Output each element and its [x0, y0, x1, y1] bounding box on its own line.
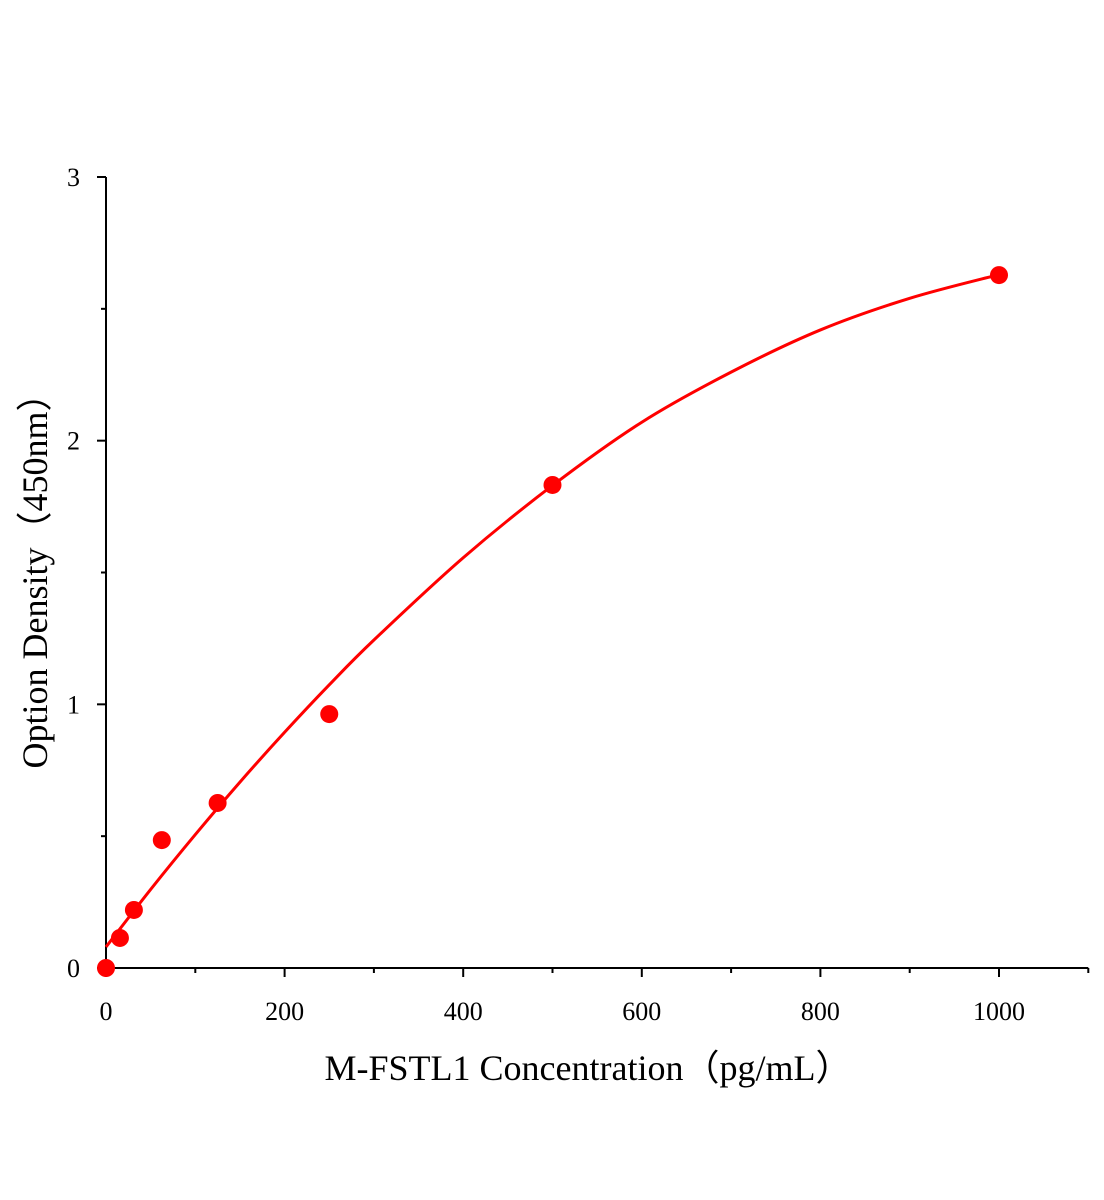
x-tick-label: 200: [265, 997, 304, 1026]
data-point: [110, 928, 129, 947]
data-point: [208, 793, 227, 812]
data-point: [97, 959, 115, 977]
y-tick-label: 1: [67, 690, 80, 719]
x-tick-label: 800: [801, 997, 840, 1026]
x-tick-label: 0: [100, 997, 113, 1026]
y-tick-label: 0: [67, 954, 80, 983]
data-point: [152, 831, 171, 850]
axes: 0 200 400 600 800 1000 0 1 2 3: [67, 163, 1090, 1026]
plot-area: [97, 266, 1008, 977]
y-tick-label: 3: [67, 163, 80, 192]
data-point: [990, 266, 1008, 285]
x-tick-label: 600: [622, 997, 661, 1026]
y-tick-label: 2: [67, 427, 80, 456]
data-point: [124, 900, 143, 919]
x-tick-label: 400: [444, 997, 483, 1026]
y-axis-title: Option Density（450nm）: [15, 376, 55, 769]
fit-curve: [104, 273, 1000, 948]
data-point: [543, 475, 562, 494]
x-axis-title: M-FSTL1 Concentration（pg/mL）: [325, 1048, 852, 1088]
data-point: [320, 705, 339, 724]
x-tick-label: 1000: [973, 997, 1025, 1026]
